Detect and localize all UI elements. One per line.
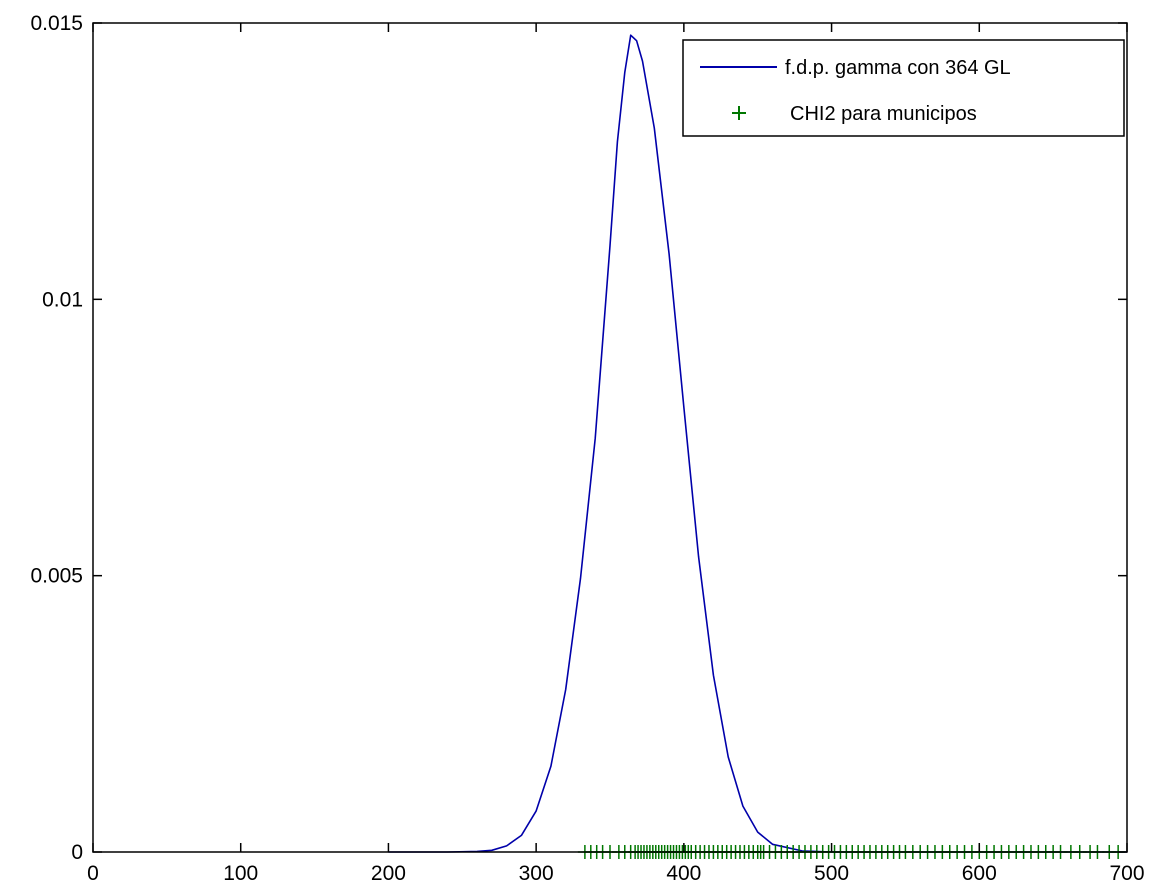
- ticks-layer: [92, 22, 1128, 853]
- legend-label-chi2: CHI2 para municipos: [790, 103, 977, 125]
- series-line-pdf: [388, 34, 1127, 853]
- x-tick-labels: 0 100 200 300 400 500 600 700: [87, 862, 1144, 885]
- legend: f.d.p. gamma con 364 GL CHI2 para munici…: [682, 39, 1125, 137]
- axes-frame: [92, 22, 1128, 853]
- y-tick-label: 0: [71, 841, 83, 864]
- x-tick-label: 400: [666, 862, 701, 885]
- y-tick-label: 0.005: [30, 565, 83, 588]
- plot-background: [93, 23, 1127, 852]
- y-tick-labels: 0 0.005 0.01 0.015: [30, 12, 83, 864]
- y-tick-label: 0.015: [30, 12, 83, 35]
- y-tick-label: 0.01: [42, 288, 83, 311]
- x-tick-label: 500: [814, 862, 849, 885]
- plot-area: [92, 22, 1128, 859]
- x-tick-label: 200: [371, 862, 406, 885]
- x-tick-label: 700: [1109, 862, 1144, 885]
- legend-label-pdf: f.d.p. gamma con 364 GL: [785, 57, 1011, 79]
- x-tick-label: 600: [962, 862, 997, 885]
- x-tick-label: 300: [519, 862, 554, 885]
- legend-box: [682, 39, 1125, 137]
- x-tick-label: 100: [223, 862, 258, 885]
- legend-plus-swatch: [732, 106, 746, 120]
- x-tick-label: 0: [87, 862, 99, 885]
